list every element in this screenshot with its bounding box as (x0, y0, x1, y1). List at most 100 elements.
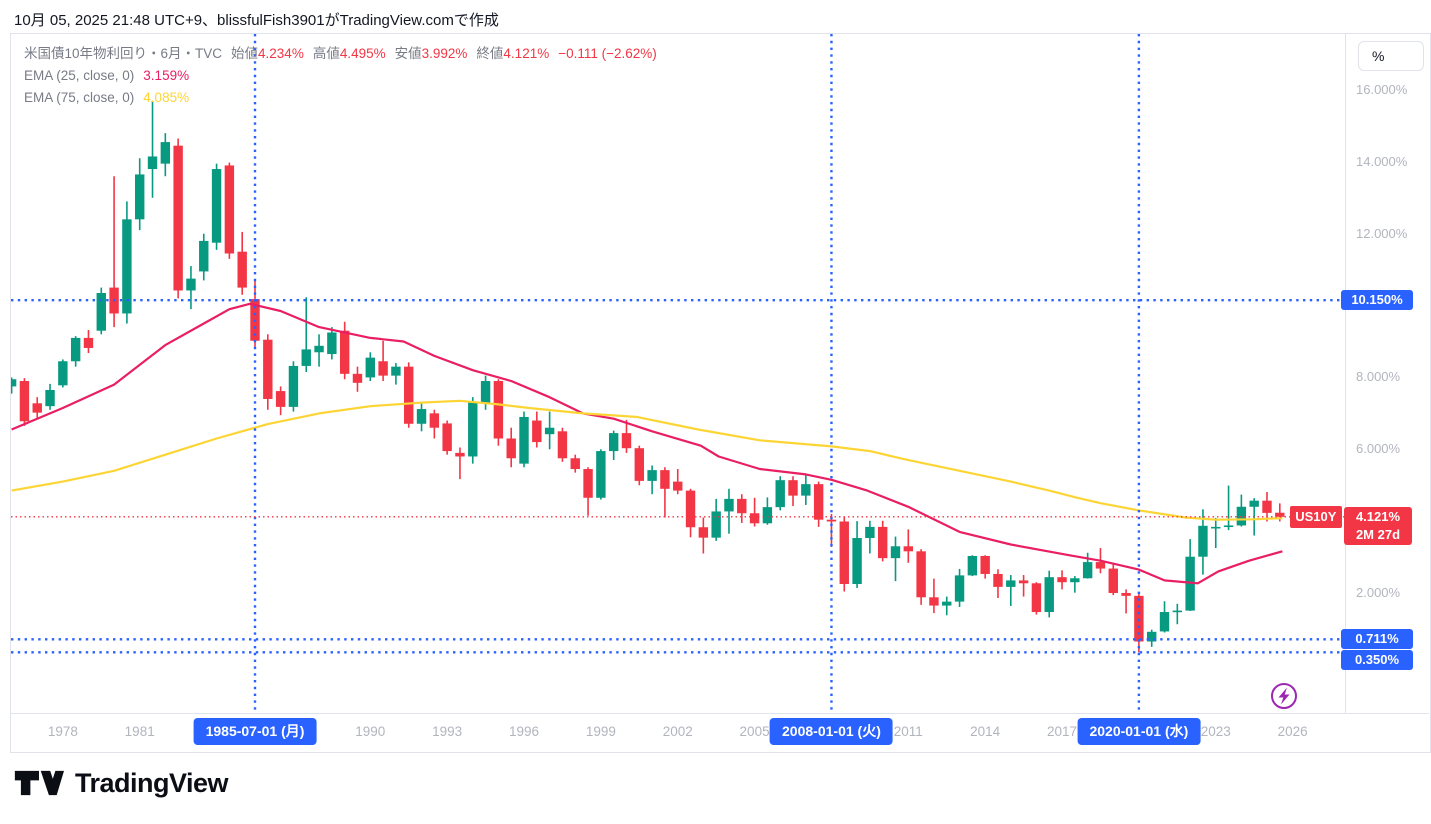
candle-body (327, 332, 337, 355)
candle-body (339, 330, 350, 374)
candle-body (429, 413, 440, 428)
price-level-badge: 0.350% (1341, 649, 1413, 670)
candle-body (122, 219, 132, 314)
candle-body (519, 416, 529, 464)
candle-body (1108, 568, 1118, 593)
date-line-badge: 1985-07-01 (月) (193, 718, 317, 745)
candle-body (365, 357, 375, 378)
candle-body (634, 448, 644, 481)
candle-body (455, 452, 465, 457)
y-axis-tick: 6.000% (1356, 441, 1401, 457)
price-axis[interactable]: % 4.121% 2M 27d 16.000% 14.000% 12.000% 8.0… (1341, 34, 1430, 713)
candle-body (788, 480, 798, 496)
candle-body (929, 597, 939, 606)
candle-body (1031, 583, 1042, 613)
ema75-line[interactable] (11, 399, 1283, 521)
candle-body (1147, 631, 1157, 642)
date-line-badge: 2020-01-01 (水) (1077, 718, 1201, 745)
candle-body (45, 389, 55, 407)
candle-body (199, 240, 209, 272)
x-axis-year-label: 2026 (1277, 724, 1308, 739)
y-axis-tick: 16.000% (1356, 82, 1408, 97)
candle-body (980, 555, 990, 574)
candle-body (1223, 525, 1234, 528)
lightning-bolt-glyph (1278, 687, 1290, 705)
candle-body (724, 498, 734, 512)
candle-body (96, 292, 106, 331)
x-axis-year-label: 2002 (662, 724, 693, 739)
x-axis-year-label: 2017 (1046, 724, 1078, 739)
price-chart-plot[interactable] (11, 34, 1345, 713)
candle-body (557, 431, 568, 459)
candle-body (916, 551, 926, 598)
candle-body (532, 420, 542, 443)
y-axis-tick: 2.000% (1356, 584, 1401, 600)
candle-body (19, 381, 30, 422)
candle-body (839, 521, 849, 585)
tradingview-logo-text: TradingView (75, 767, 229, 798)
candle-body (967, 555, 978, 576)
candle-body (852, 538, 862, 585)
candle-body (480, 381, 491, 403)
bar-countdown: 2M 27d (1355, 526, 1401, 542)
candle-body (391, 366, 401, 376)
candle-body (698, 527, 709, 538)
x-axis-year-label: 2011 (893, 724, 923, 739)
x-axis-year-label: 1981 (124, 724, 155, 739)
ema25-line[interactable] (11, 302, 1283, 585)
candle-body (211, 169, 222, 243)
candle-body (1018, 580, 1029, 584)
candle-body (1121, 592, 1131, 596)
x-axis-year-label: 1990 (355, 724, 386, 739)
candle-body (186, 278, 196, 291)
candle-body (596, 451, 606, 498)
candle-body (224, 165, 235, 254)
y-axis-tick: 12.000% (1356, 225, 1408, 241)
candle-body (544, 427, 555, 435)
candle-body (865, 526, 875, 539)
symbol-price-label: US10Y (1289, 505, 1342, 528)
candle-body (1044, 577, 1054, 613)
candle-body (877, 526, 888, 559)
candle-body (404, 366, 414, 424)
candle-body (314, 345, 324, 353)
candle-body (493, 381, 504, 439)
candle-body (711, 511, 721, 538)
candle-body (263, 339, 273, 399)
candle-body (762, 507, 773, 524)
candle-body (660, 470, 670, 489)
candle-body (673, 481, 683, 491)
tradingview-logo[interactable]: TradingView (14, 766, 229, 800)
candle-body (70, 337, 81, 362)
candle-body (147, 156, 158, 170)
candle-body (11, 379, 17, 387)
candle-body (58, 361, 68, 386)
candle-body (301, 349, 311, 366)
candle-body (288, 365, 299, 407)
tradingview-logo-icon (14, 770, 64, 796)
realtime-lightning-icon[interactable] (1271, 683, 1297, 709)
candle-body (1275, 512, 1285, 517)
candle-body (442, 423, 452, 452)
time-axis[interactable]: 1978 1981 1990 1993 1996 1999 2002 2005 2011 2014… (11, 713, 1429, 752)
x-axis-year-label: 2014 (970, 724, 1001, 739)
candle-body (583, 469, 593, 498)
candle-body (954, 575, 965, 602)
x-axis-year-label: 2023 (1200, 724, 1231, 739)
price-scale-unit-button[interactable]: % (1358, 41, 1424, 71)
candle-body (621, 433, 632, 449)
candle-body (813, 484, 824, 520)
candle-body (801, 484, 811, 496)
candle-body (135, 174, 145, 220)
attribution-text: 10月 05, 2025 21:48 UTC+9、blissfulFish390… (14, 12, 499, 29)
x-axis-year-label: 1978 (47, 724, 78, 739)
y-axis-tick: 8.000% (1356, 369, 1401, 385)
candle-body (1134, 595, 1144, 642)
candle-body (1236, 506, 1247, 526)
current-price-value: 4.121% (1355, 508, 1401, 524)
candle-body (416, 409, 427, 424)
price-level-badge: 0.711% (1341, 629, 1413, 650)
candle-body (890, 546, 901, 559)
candle-body (1070, 578, 1080, 583)
